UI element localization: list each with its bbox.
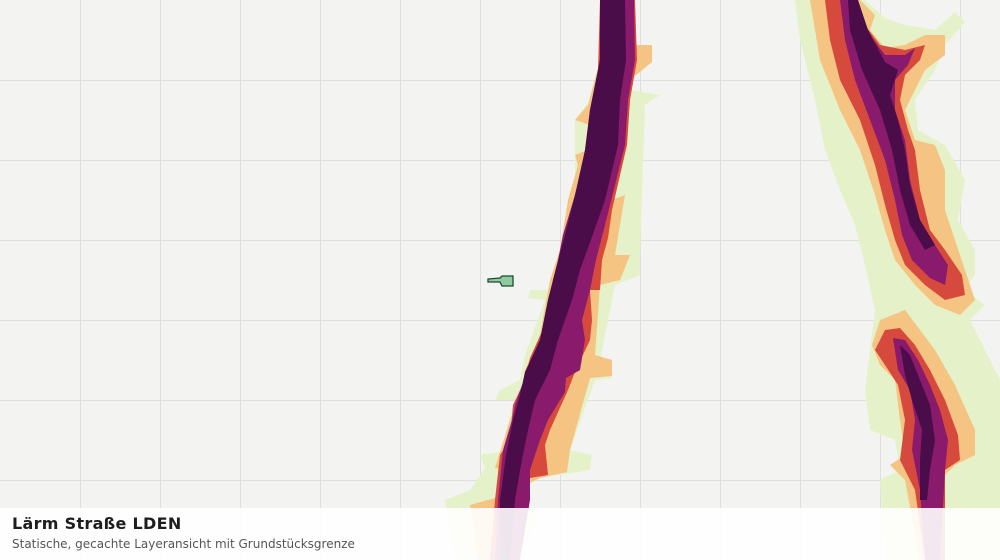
legend-subtitle: Statische, gecachte Layeransicht mit Gru… [12,537,355,551]
legend-title: Lärm Straße LDEN [12,514,182,533]
noise-band-left [445,0,660,560]
legend-panel: Lärm Straße LDEN Statische, gecachte Lay… [0,508,1000,560]
noise-zone-very-high [893,338,948,560]
noise-zone-extreme [500,0,626,560]
noise-band-right [795,0,1000,560]
noise-zone-extreme [900,345,935,500]
parcel-boundary [487,275,514,287]
noise-zone-extreme [848,0,935,250]
parcel [487,275,514,287]
